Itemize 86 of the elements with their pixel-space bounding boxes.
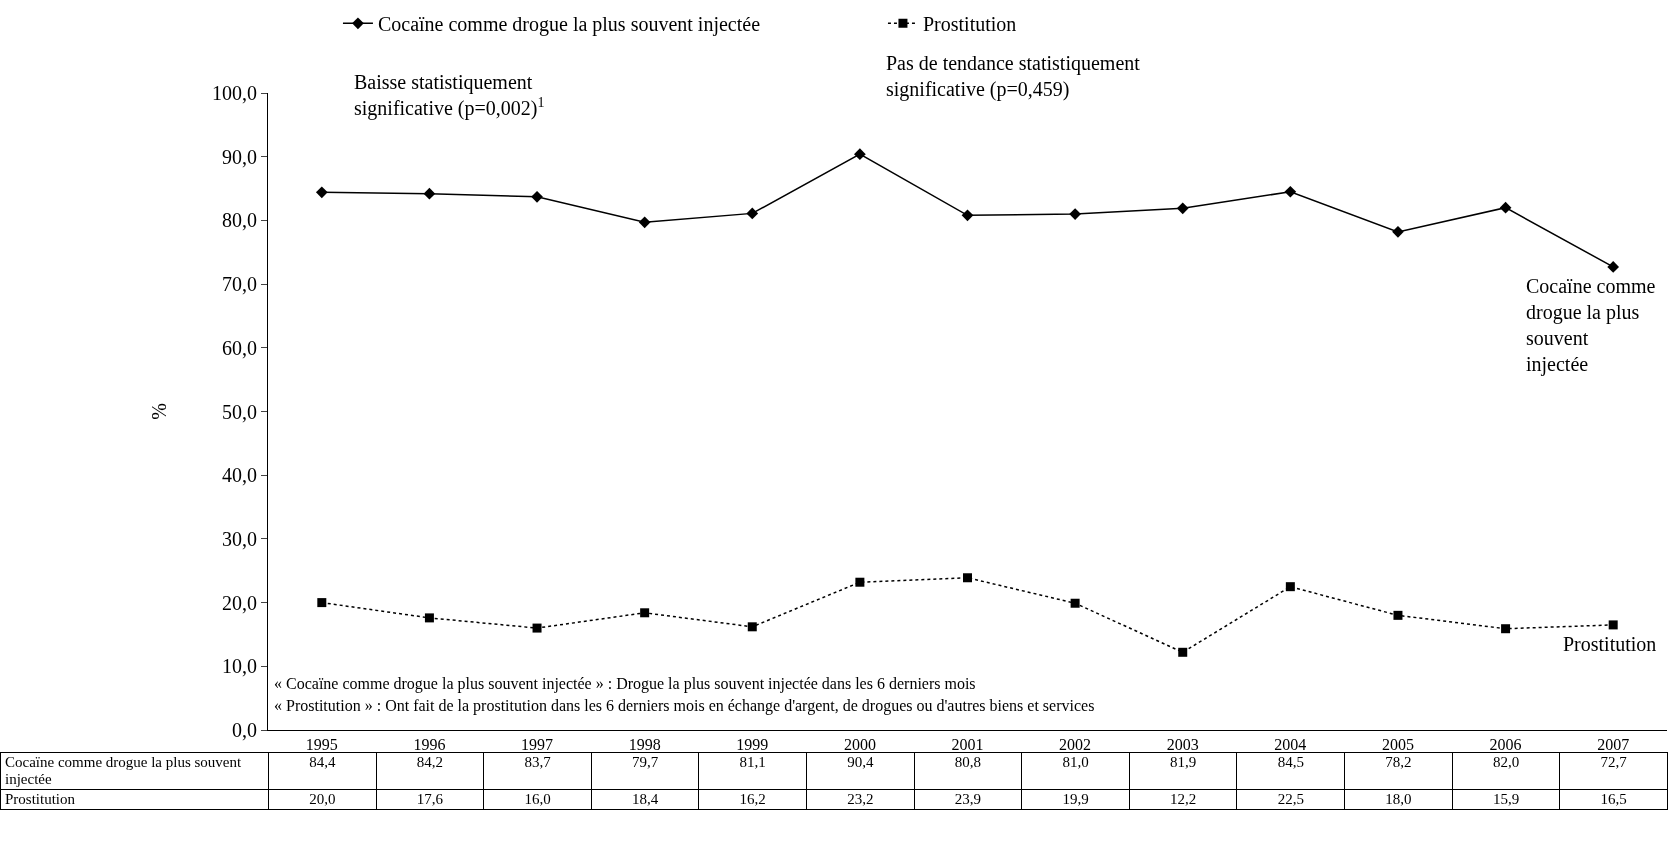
point: [961, 209, 974, 222]
x-tick-label: 1995: [305, 736, 338, 754]
data-label: 72,7: [1559, 752, 1668, 790]
y-tick-label: 30,0: [222, 527, 257, 550]
point: [531, 190, 543, 203]
point: [1393, 610, 1403, 620]
y-tick-label: 80,0: [222, 209, 257, 232]
point: [317, 598, 327, 608]
annotation: Cocaïne comme drogue la plus souvent injectée: [1526, 275, 1656, 376]
annotation: Baisse statistiquement significative (p=0,002)$^{1}$: [354, 71, 545, 120]
y-tick-label: 100,0: [212, 82, 257, 104]
data-label: 20,0: [268, 789, 377, 810]
data-label: 18,0: [1344, 789, 1453, 810]
point: [746, 207, 759, 220]
text: Prostitution: [5, 791, 76, 807]
x-tick-label: 2003: [1166, 736, 1199, 754]
point: [963, 573, 972, 583]
data-label: 15,9: [1452, 789, 1560, 810]
data-label: 83,7: [483, 752, 592, 790]
x-tick-label: 1996: [413, 736, 446, 754]
legend-label: Cocaïne comme drogue la plus souvent injectée: [377, 13, 761, 37]
y-tick-label: 0,0: [232, 719, 257, 741]
data-label: 84,2: [376, 752, 484, 790]
point: [1392, 226, 1404, 238]
point: [638, 216, 651, 229]
point: [423, 187, 436, 200]
y-tick-label: 70,0: [222, 273, 257, 296]
data-label: 22,5: [1236, 789, 1345, 810]
point: [640, 608, 650, 618]
data-label: 81,9: [1129, 752, 1237, 790]
x-tick-label: 1997: [521, 736, 554, 754]
data-label: 79,7: [591, 752, 699, 790]
annotation: « Prostitution » : Ont fait de la prostitution dans les 6 derniers mois en échange d'argent, de drogues ou d'autres biens et services: [274, 697, 1095, 715]
data-label: 81,0: [1021, 752, 1130, 790]
y-axis-title: %: [147, 403, 170, 420]
point: [1501, 624, 1511, 634]
y-tick-label: 40,0: [222, 464, 257, 487]
data-label: 16,2: [698, 789, 807, 810]
x-tick-label: 2002: [1059, 736, 1092, 754]
data-label: 78,2: [1344, 752, 1453, 790]
data-label: 18,4: [591, 789, 699, 810]
data-label: 84,5: [1236, 752, 1345, 790]
y-tick-label: 50,0: [222, 400, 257, 423]
point: [1178, 647, 1188, 657]
y-tick-label: 20,0: [222, 591, 257, 614]
x-tick-label: 2001: [951, 736, 984, 754]
data-label: 81,1: [698, 752, 807, 790]
point: [1284, 185, 1297, 198]
x-tick-label: 1998: [628, 736, 661, 754]
point: [747, 622, 757, 632]
point: [424, 613, 434, 623]
data-label: 82,0: [1452, 752, 1560, 790]
point: [1176, 202, 1189, 215]
x-tick-label: 2005: [1381, 736, 1414, 754]
data-label: 23,9: [914, 789, 1022, 810]
x-tick-label: 2007: [1597, 736, 1630, 754]
data-label: 80,8: [914, 752, 1022, 790]
y-tick-label: 60,0: [222, 336, 257, 359]
data-label: 16,5: [1559, 789, 1668, 810]
point: [1285, 582, 1295, 592]
data-label: 23,2: [806, 789, 915, 810]
point: [315, 186, 328, 199]
legend-label: Prostitution: [922, 13, 1017, 36]
point: [855, 577, 865, 587]
data-label: 90,4: [806, 752, 915, 790]
annotation: Pas de tendance statistiquement significative (p=0,459): [886, 52, 1141, 101]
x-tick-label: 1999: [736, 736, 769, 754]
point: [854, 148, 866, 160]
data-label: 12,2: [1129, 789, 1237, 810]
data-label: 17,6: [376, 789, 484, 810]
point: [1607, 261, 1620, 273]
y-tick-label: 90,0: [222, 145, 257, 168]
x-tick-label: 2004: [1274, 736, 1307, 754]
x-tick-label: 2000: [843, 736, 876, 754]
point: [1070, 598, 1080, 608]
data-label: 19,9: [1021, 789, 1130, 810]
annotation: Prostitution: [1563, 633, 1657, 655]
point: [532, 623, 542, 633]
data-label: 16,0: [483, 789, 592, 810]
data-label: 84,4: [268, 752, 377, 790]
point: [1608, 620, 1618, 630]
annotation: « Cocaïne comme drogue la plus souvent injectée » : Drogue la plus souvent injectée dans les 6 derniers mois: [274, 675, 976, 693]
x-tick-label: 2006: [1489, 736, 1522, 754]
text: Cocaïne comme drogue la plus souvent injectée: [5, 754, 242, 787]
y-tick-label: 10,0: [222, 655, 257, 678]
point: [1499, 201, 1512, 214]
